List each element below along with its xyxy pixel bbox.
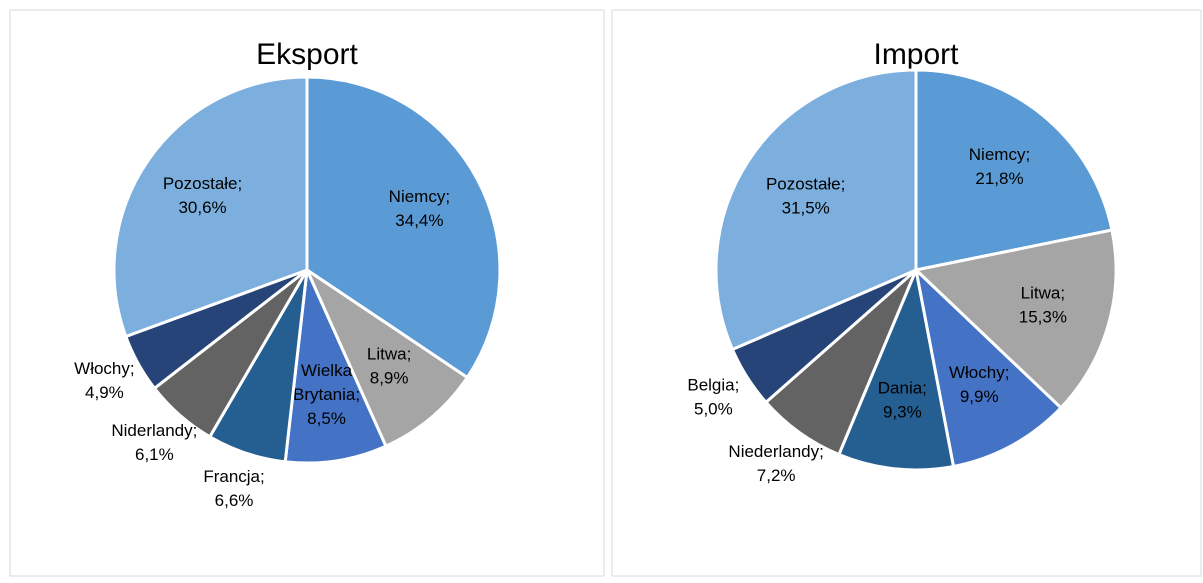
label-value: 8,5% xyxy=(307,409,346,428)
data-label: Litwa; 15,3% xyxy=(1019,284,1067,327)
data-label: Niemcy; 34,4% xyxy=(389,188,450,231)
data-label: Pozostałe; 31,5% xyxy=(766,175,845,218)
label-value: 7,2% xyxy=(757,467,796,486)
label-category: Litwa; xyxy=(367,345,411,364)
label-category: Niemcy; xyxy=(389,188,450,207)
pie-slice xyxy=(836,264,956,472)
data-label: Francja; 6,6% xyxy=(203,467,264,510)
pie-slice xyxy=(305,75,502,380)
label-value: 5,0% xyxy=(694,400,733,419)
label-value: 15,3% xyxy=(1019,308,1067,327)
pie-slice xyxy=(283,264,388,465)
pie-slice xyxy=(303,265,470,449)
panel-border xyxy=(611,9,1202,577)
data-label: Niederlandy; 7,2% xyxy=(728,443,823,486)
pie-slice xyxy=(912,228,1118,410)
chart-title: Import xyxy=(873,38,959,71)
data-label: Dania; 9,3% xyxy=(878,379,927,422)
pie-slice xyxy=(714,68,918,352)
label-category: Belgia; xyxy=(687,376,739,395)
chart-title: Eksport xyxy=(256,38,358,71)
label-category: Brytania; xyxy=(293,385,360,404)
pie-slice xyxy=(914,68,1114,272)
label-value: 30,6% xyxy=(178,199,226,218)
label-value: 6,6% xyxy=(215,491,254,510)
pie-slice xyxy=(913,265,1064,469)
label-category: Niemcy; xyxy=(969,145,1030,164)
label-category: Francja; xyxy=(203,467,264,486)
label-value: 8,9% xyxy=(370,369,409,388)
data-label: Belgia; 5,0% xyxy=(687,376,739,419)
label-category: Dania; xyxy=(878,379,927,398)
data-label: Włochy; 4,9% xyxy=(74,360,134,403)
data-label: Włochy; 9,9% xyxy=(949,363,1009,406)
data-label: Pozostałe; 30,6% xyxy=(163,175,242,218)
label-category: Wielka xyxy=(301,361,353,380)
label-value: 9,3% xyxy=(883,403,922,422)
label-category: Włochy; xyxy=(74,360,134,379)
label-value: 31,5% xyxy=(782,199,830,218)
label-category: Pozostałe; xyxy=(766,175,845,194)
label-category: Litwa; xyxy=(1021,284,1065,303)
data-label: Niderlandy; 6,1% xyxy=(111,422,197,465)
data-label: Niemcy; 21,8% xyxy=(969,145,1030,188)
label-value: 6,1% xyxy=(135,446,174,465)
label-value: 34,4% xyxy=(395,212,443,231)
label-category: Niderlandy; xyxy=(111,422,197,441)
label-category: Włochy; xyxy=(949,363,1009,382)
label-value: 21,8% xyxy=(975,169,1023,188)
label-value: 9,9% xyxy=(960,387,999,406)
data-label: Litwa; 8,9% xyxy=(367,345,411,388)
pie-slice xyxy=(112,75,309,339)
data-label: Wielka Brytania; 8,5% xyxy=(293,361,360,428)
panel-border xyxy=(9,9,605,577)
label-value: 4,9% xyxy=(85,384,124,403)
label-category: Niederlandy; xyxy=(728,443,823,462)
label-category: Pozostałe; xyxy=(163,175,242,194)
